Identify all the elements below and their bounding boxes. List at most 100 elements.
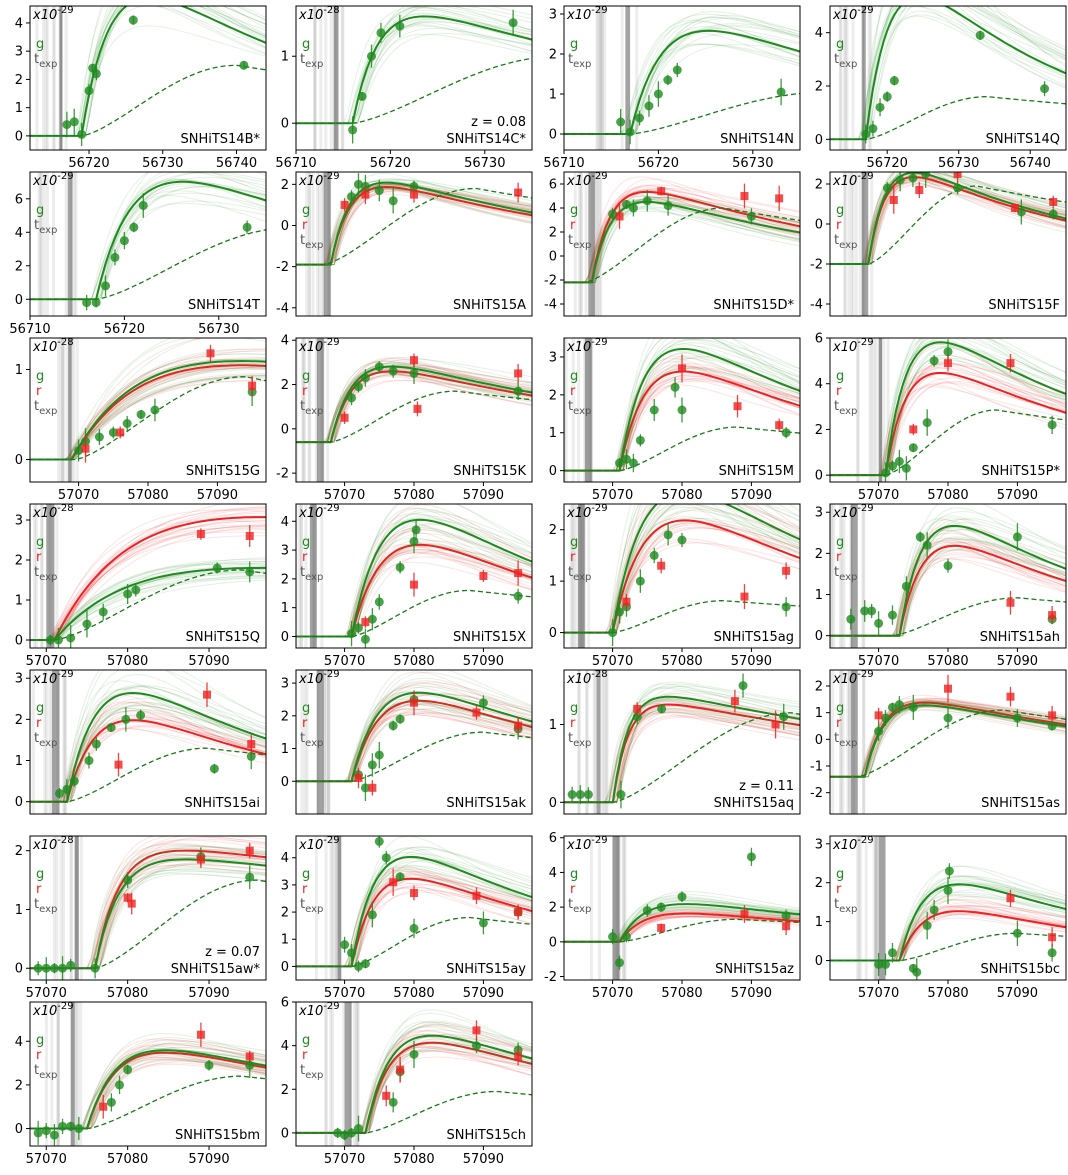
texp-sample [875,836,879,980]
r-data-point [340,413,349,422]
texp-sample [335,836,339,980]
texp-sample [72,172,76,316]
scale-label: x10-29 [32,669,74,687]
x-tick-label: 57080 [393,1152,434,1167]
g-data-point [91,69,101,79]
plot-area [30,338,266,482]
texp-sample [600,6,604,150]
sn-name: SNHiTS14B* [180,132,260,147]
y-tick-label: 1 [15,594,23,609]
scale-exponent: -29 [857,503,873,514]
g-data-point [395,714,405,724]
x-tick-label: 57090 [463,986,504,1001]
texp-band [337,836,342,980]
scale-exponent: -29 [323,1001,339,1012]
texp-sample [579,172,583,316]
texp-sample [66,338,70,482]
g-data-point [348,125,358,135]
r-data-point [196,530,205,538]
legend-r: r [836,218,842,233]
g-data-point [374,750,384,760]
x-tick-label: 57090 [463,1152,504,1167]
g-data-point [1047,948,1057,958]
g-data-point [353,961,363,971]
g-data-point [882,183,892,193]
legend-texp-sub: exp [839,738,857,749]
y-tick-label: 2 [815,423,823,438]
legend-g: g [302,701,310,716]
g-data-point [360,634,370,644]
g-data-point [887,702,897,712]
g-model-sample [30,685,266,803]
texp-sample [321,172,325,316]
x-tick-label: 57090 [188,654,229,669]
y-tick-label: 1 [815,915,823,930]
r-data-point [1048,711,1057,720]
r-data-point [410,698,418,707]
texp-band [862,6,866,150]
r-data-point [657,561,666,570]
legend-texp-sub: exp [839,59,857,70]
scale-label: x10-28 [32,835,74,853]
plot-area [564,836,800,980]
x-tick-label: 56710 [543,156,584,171]
texp-sample [604,670,608,814]
r-model-sample [296,708,532,782]
texp-sample [307,172,311,316]
r-data-point [340,200,349,209]
g-data-point [58,963,68,973]
g-data-point [901,581,911,591]
legend-g: g [302,203,310,218]
g-model-sample [564,203,800,283]
y-tick-label: 0 [281,219,289,234]
y-tick-label: 2 [815,547,823,562]
y-tick-label: 0 [815,133,823,148]
y-tick-label: 0 [281,117,289,132]
r-data-point [127,899,136,908]
y-tick-label: 2 [549,388,557,403]
texp-sample [39,172,43,316]
texp-sample [340,6,344,150]
g-model-sample [830,701,1066,778]
texp-sample [325,670,329,814]
y-tick-label: 1 [281,50,289,65]
r-data-point [915,186,924,194]
x-tick-label: 57090 [731,488,772,503]
texp-sample [839,6,843,150]
g-data-point [129,222,139,232]
legend-g: g [836,701,844,716]
scale-exponent: -29 [857,171,873,182]
sn-name: SNHiTS15az [715,962,794,977]
texp-sample [872,836,876,980]
y-tick-label: 2 [15,554,23,569]
x-tick-label: 57070 [592,488,633,503]
g-data-point [608,932,618,942]
g-data-point [66,633,76,643]
g-model-sample [30,701,266,803]
texp-sample [577,172,581,316]
g-data-point [922,540,932,550]
scale-exponent: -29 [591,503,607,514]
y-tick-label: 2 [15,73,23,88]
g-data-point [94,432,104,442]
texp-sample [842,504,846,648]
legend-texp-sub: exp [839,240,857,251]
y-tick-label: 4 [815,26,823,41]
g-data-point [657,704,667,714]
y-tick-label: 6 [15,192,23,207]
r-data-point [389,878,398,887]
g-data-point [874,618,884,628]
g-model-sample [296,712,532,782]
g-data-point [478,918,488,928]
scale-exponent: -28 [591,669,607,680]
g-data-point [943,885,953,895]
g-model-sample [30,561,266,641]
g-data-point [340,940,350,950]
g-data-point [123,1065,133,1075]
panel-frame [29,669,267,815]
r-model-sample [30,720,266,803]
y-tick-label: 0 [15,293,23,308]
texp-sample [60,338,64,482]
